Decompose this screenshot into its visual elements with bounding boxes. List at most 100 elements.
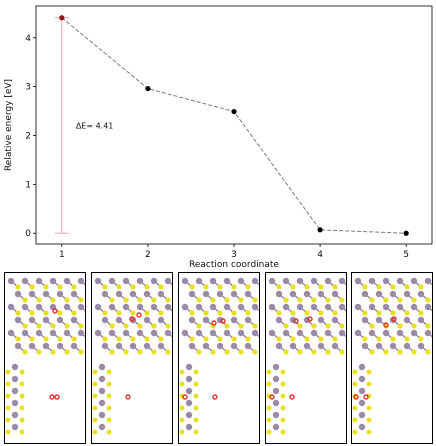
s-atom [390, 336, 396, 342]
mo-atom [115, 342, 123, 350]
s-atom [362, 310, 368, 316]
s-atom [158, 284, 164, 290]
s-atom [43, 310, 49, 316]
mo-atom [424, 329, 432, 337]
s-atom [376, 284, 382, 290]
s-atom [304, 310, 310, 316]
mo-atom [11, 363, 19, 371]
mo-atom [164, 329, 172, 337]
s-atom [116, 336, 122, 342]
mo-atom [403, 342, 411, 350]
mo-atom [275, 290, 283, 298]
mo-atom [382, 303, 390, 311]
mo-atom [136, 277, 144, 285]
mo-atom [70, 342, 78, 350]
mo-atom [98, 387, 106, 395]
s-atom [50, 297, 56, 303]
s-atom [123, 297, 129, 303]
mo-atom [389, 342, 397, 350]
s-atom [106, 429, 112, 435]
s-atom [245, 336, 251, 342]
s-atom [71, 284, 77, 290]
s-atom [304, 284, 310, 290]
s-atom [130, 310, 136, 316]
mo-atom [382, 329, 390, 337]
s-atom [179, 429, 185, 435]
s-atom [425, 323, 431, 329]
structure-panel-3 [178, 272, 260, 444]
s-atom [425, 349, 431, 355]
x-tick-label: 4 [317, 250, 323, 260]
mo-atom [94, 329, 102, 337]
o-atom [353, 394, 359, 400]
mo-atom [21, 329, 29, 337]
s-atom [36, 349, 42, 355]
mo-atom [115, 316, 123, 324]
atomic-structure-icon [352, 277, 432, 435]
mo-atom [354, 329, 362, 337]
mo-atom [417, 316, 425, 324]
s-atom [5, 393, 11, 399]
s-atom [366, 417, 372, 423]
o-atom [293, 318, 299, 324]
s-atom [238, 323, 244, 329]
mo-atom [56, 316, 64, 324]
mo-atom [396, 303, 404, 311]
s-atom [19, 393, 25, 399]
s-atom [50, 349, 56, 355]
y-tick-label: 3 [25, 83, 31, 93]
mo-atom [244, 290, 252, 298]
s-atom [5, 405, 11, 411]
s-atom [283, 297, 289, 303]
mo-atom [282, 329, 290, 337]
s-atom [280, 369, 286, 375]
mo-atom [164, 277, 172, 285]
mo-atom [188, 290, 196, 298]
mo-atom [338, 277, 346, 285]
mo-atom [237, 329, 245, 337]
atomic-structure-icon [5, 277, 85, 435]
mo-atom [368, 329, 376, 337]
o-atom [212, 394, 218, 400]
mo-atom [324, 277, 332, 285]
s-atom [325, 323, 331, 329]
s-atom [64, 323, 70, 329]
mo-atom [70, 290, 78, 298]
s-atom [362, 336, 368, 342]
mo-atom [296, 303, 304, 311]
mo-atom [181, 277, 189, 285]
mo-atom [122, 303, 130, 311]
s-atom [366, 369, 372, 375]
s-atom [297, 297, 303, 303]
s-atom [238, 297, 244, 303]
mo-atom [94, 303, 102, 311]
s-atom [106, 393, 112, 399]
atomic-structure-icon [92, 277, 172, 435]
mo-atom [11, 411, 19, 419]
s-atom [71, 310, 77, 316]
s-atom [290, 336, 296, 342]
mo-atom [188, 316, 196, 324]
mo-atom [317, 316, 325, 324]
mo-atom [129, 290, 137, 298]
mo-atom [223, 329, 231, 337]
mo-atom [42, 342, 50, 350]
mo-atom [21, 303, 29, 311]
s-atom [352, 417, 358, 423]
mo-atom [181, 329, 189, 337]
s-atom [64, 297, 70, 303]
s-atom [123, 323, 129, 329]
mo-atom [358, 387, 366, 395]
s-atom [92, 393, 98, 399]
s-atom [144, 310, 150, 316]
mo-atom [185, 399, 193, 407]
mo-atom [244, 342, 252, 350]
s-atom [165, 323, 171, 329]
mo-atom [268, 329, 276, 337]
y-tick-label: 1 [25, 180, 31, 190]
s-atom [366, 429, 372, 435]
s-atom [283, 323, 289, 329]
s-atom [179, 369, 185, 375]
s-atom [397, 297, 403, 303]
y-tick-label: 2 [25, 132, 31, 142]
